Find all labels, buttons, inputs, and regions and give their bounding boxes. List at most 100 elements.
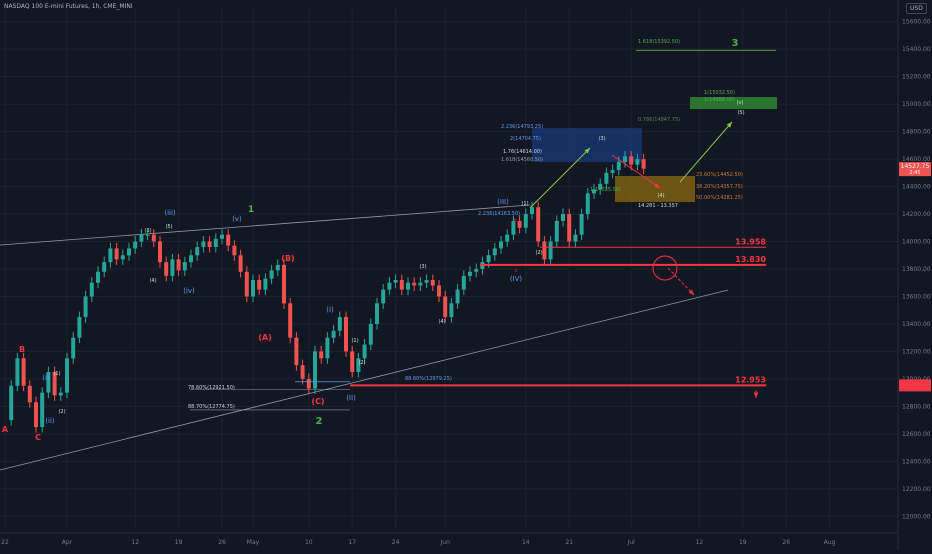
x-tick-label: 10 (305, 539, 313, 546)
y-tick-label: 15200.00 (902, 74, 931, 81)
candle-body (27, 385, 32, 403)
y-tick-label: 13200.00 (902, 348, 931, 355)
candle-body (170, 259, 175, 276)
wave-label: (A) (258, 333, 272, 342)
candle-body (511, 220, 516, 235)
candle-body (182, 262, 187, 271)
y-tick-label: 12800.00 (902, 403, 931, 410)
y-tick-label: 12400.00 (902, 458, 931, 465)
wave-sublabel: (1) (351, 338, 358, 344)
y-tick-label: 14800.00 (902, 129, 931, 136)
candle-body (381, 289, 386, 304)
fib-label: 0.786(14847.75) (638, 117, 680, 123)
projection-arrow-dashed-head (688, 289, 694, 295)
candle-body (176, 259, 181, 271)
fib-label: 2.236(14163.50) (478, 211, 520, 217)
x-tick-label: Jun (440, 539, 451, 546)
currency-badge[interactable]: USD (906, 3, 927, 14)
candle-body (77, 317, 82, 338)
wave-label: (5) (737, 110, 744, 116)
candle-body (486, 255, 491, 263)
candle-body (158, 241, 162, 263)
wave-sublabel: (4) (438, 319, 445, 325)
wave-label: (I) (326, 306, 334, 314)
candle-body (474, 269, 479, 272)
candle-body (251, 279, 255, 297)
candle-body (133, 241, 138, 249)
candle-body (15, 358, 20, 386)
candle-body (195, 247, 200, 256)
projection-arrow-up-2-head (726, 122, 732, 128)
candle-body (244, 271, 249, 297)
fib-label: 23.60%(14452.50) (696, 172, 743, 178)
candle-body (468, 271, 472, 276)
candle-body (418, 282, 423, 286)
x-tick-label: 24 (392, 539, 400, 546)
wave-sublabel: (3) (419, 264, 426, 270)
candle-body (52, 372, 57, 396)
candle-body (393, 279, 398, 283)
fib-label: 38.20%(14357.75) (696, 184, 743, 190)
candle-body (604, 172, 609, 184)
level-tag (899, 379, 931, 392)
x-tick-label: 21 (565, 539, 573, 546)
wave-label: (1) (53, 371, 60, 377)
candle-body (319, 351, 324, 359)
x-tick-label: Jul (627, 539, 636, 546)
candle-body (34, 402, 38, 427)
candle-body (257, 279, 262, 290)
candle-body (313, 351, 317, 389)
candle-body (542, 241, 547, 260)
candle-body (120, 255, 125, 260)
y-tick-label: 12200.00 (902, 486, 931, 493)
fib-box-blue (532, 128, 642, 162)
fib-label: 1(14988.00) (704, 97, 735, 103)
y-tick-label: 14600.00 (902, 156, 931, 163)
candle-body (399, 279, 404, 290)
candle-body (561, 214, 565, 221)
wave-label: (v) (232, 215, 242, 223)
candle-body (499, 241, 503, 249)
wave-label: (4) (149, 278, 156, 284)
level-label: 13.958 (735, 237, 766, 246)
candle-body (189, 255, 193, 263)
wave-label: (3) (144, 228, 151, 234)
candle-body (573, 234, 578, 242)
level-label: 12.953 (735, 375, 766, 384)
fib-label: 1.618(14560.50) (501, 157, 543, 163)
projection-arrow-up-1 (529, 147, 591, 209)
candle-body (554, 220, 559, 242)
candle-body (585, 193, 590, 215)
chart-title: NASDAQ 100 E-mini Futures, 1h, CME_MINI (4, 3, 133, 10)
candle-body (548, 241, 553, 260)
fib-label: 2(14704.75) (510, 136, 541, 142)
candle-body (598, 183, 603, 190)
candle-body (96, 271, 100, 283)
candle-body (337, 317, 342, 331)
wave-label: (II) (346, 394, 356, 402)
fib-box-green (690, 97, 777, 109)
wave-label: (ii) (45, 417, 55, 425)
candle-body (517, 220, 522, 228)
price-tag-value: 14527.75 (901, 163, 930, 170)
candle-body (151, 234, 156, 242)
candle-body (127, 248, 131, 256)
y-tick-label: 13600.00 (902, 293, 931, 300)
candle-body (455, 289, 460, 304)
candle-body (325, 337, 330, 359)
candle-body (238, 255, 243, 272)
candle-body (430, 279, 435, 286)
candle-body (579, 214, 584, 235)
wave-label: (B) (281, 254, 294, 263)
projection-arrow-up-2 (679, 121, 733, 183)
candle-body (406, 282, 410, 290)
y-tick-label: 14000.00 (902, 239, 931, 246)
candle-body (641, 159, 646, 169)
candle-body (207, 241, 212, 248)
fib-label: 50.00%(14281.25) (696, 195, 743, 201)
wave-label: (5) (165, 224, 172, 230)
candle-body (437, 285, 441, 297)
